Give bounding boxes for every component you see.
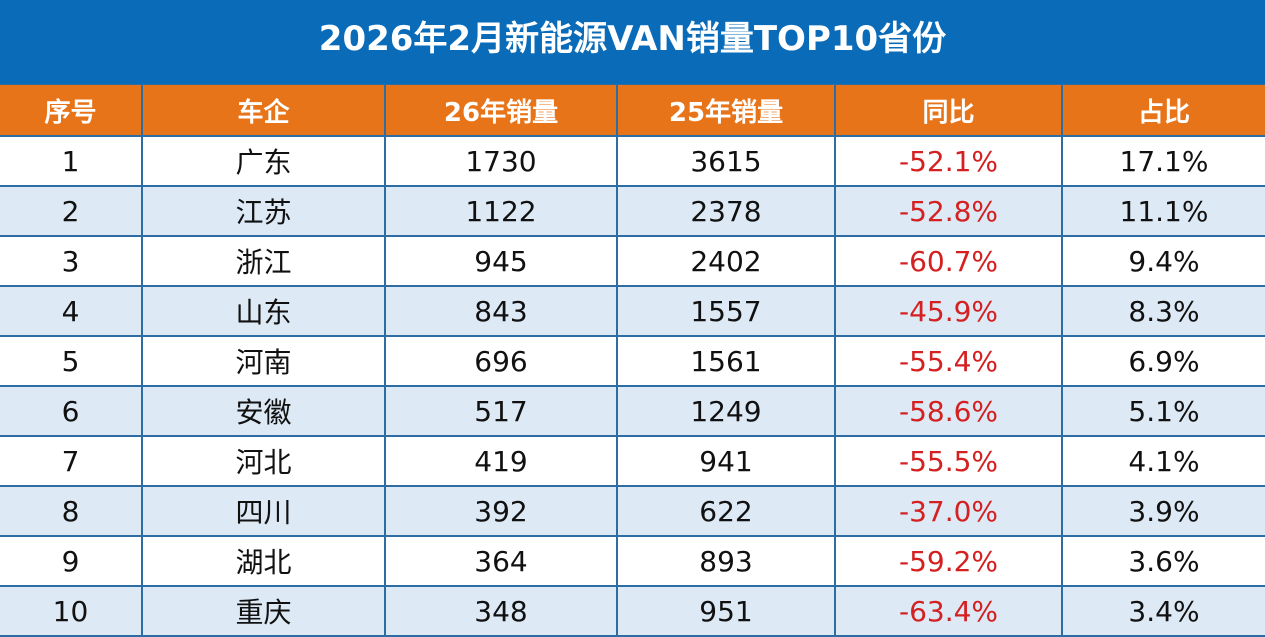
cell-sales-25: 622	[616, 485, 836, 537]
header-yoy: 同比	[834, 84, 1063, 136]
cell-province: 湖北	[141, 535, 386, 587]
cell-share: 9.4%	[1061, 235, 1265, 287]
cell-yoy: -52.8%	[834, 185, 1063, 237]
cell-sales-26: 1730	[384, 135, 618, 187]
header-sales-25: 25年销量	[616, 84, 836, 136]
cell-sales-26: 419	[384, 435, 618, 487]
cell-sales-25: 951	[616, 585, 836, 637]
cell-province: 重庆	[141, 585, 386, 637]
table-row: 4 山东 843 1557 -45.9% 8.3%	[0, 285, 1265, 337]
cell-sales-26: 945	[384, 235, 618, 287]
cell-yoy: -37.0%	[834, 485, 1063, 537]
cell-share: 6.9%	[1061, 335, 1265, 387]
cell-province: 河南	[141, 335, 386, 387]
cell-share: 5.1%	[1061, 385, 1265, 437]
cell-rank: 9	[0, 535, 143, 587]
cell-sales-26: 696	[384, 335, 618, 387]
cell-yoy: -52.1%	[834, 135, 1063, 187]
header-row: 序号 车企 26年销量 25年销量 同比 占比	[0, 84, 1265, 136]
cell-rank: 4	[0, 285, 143, 337]
table-row: 8 四川 392 622 -37.0% 3.9%	[0, 485, 1265, 537]
cell-rank: 10	[0, 585, 143, 637]
cell-sales-25: 941	[616, 435, 836, 487]
cell-sales-25: 1557	[616, 285, 836, 337]
cell-province: 广东	[141, 135, 386, 187]
cell-share: 11.1%	[1061, 185, 1265, 237]
cell-sales-26: 348	[384, 585, 618, 637]
header-share: 占比	[1061, 84, 1265, 136]
cell-share: 3.6%	[1061, 535, 1265, 587]
sales-table: 序号 车企 26年销量 25年销量 同比 占比 1 广东 1730 3615 -52.1…	[0, 84, 1265, 637]
cell-share: 17.1%	[1061, 135, 1265, 187]
header-province: 车企	[141, 84, 386, 136]
table-row: 7 河北 419 941 -55.5% 4.1%	[0, 435, 1265, 487]
cell-province: 山东	[141, 285, 386, 337]
cell-sales-26: 843	[384, 285, 618, 337]
cell-sales-25: 1249	[616, 385, 836, 437]
cell-rank: 5	[0, 335, 143, 387]
cell-province: 浙江	[141, 235, 386, 287]
table-row: 10 重庆 348 951 -63.4% 3.4%	[0, 585, 1265, 637]
cell-yoy: -60.7%	[834, 235, 1063, 287]
cell-yoy: -55.5%	[834, 435, 1063, 487]
cell-province: 四川	[141, 485, 386, 537]
page-title: 2026年2月新能源VAN销量TOP10省份	[0, 0, 1265, 84]
cell-yoy: -58.6%	[834, 385, 1063, 437]
cell-share: 4.1%	[1061, 435, 1265, 487]
cell-sales-25: 893	[616, 535, 836, 587]
cell-sales-25: 3615	[616, 135, 836, 187]
header-rank: 序号	[0, 84, 143, 136]
cell-rank: 6	[0, 385, 143, 437]
table-row: 5 河南 696 1561 -55.4% 6.9%	[0, 335, 1265, 387]
cell-sales-25: 1561	[616, 335, 836, 387]
cell-yoy: -45.9%	[834, 285, 1063, 337]
cell-sales-26: 517	[384, 385, 618, 437]
cell-rank: 3	[0, 235, 143, 287]
cell-sales-25: 2402	[616, 235, 836, 287]
cell-yoy: -55.4%	[834, 335, 1063, 387]
cell-yoy: -63.4%	[834, 585, 1063, 637]
table-row: 6 安徽 517 1249 -58.6% 5.1%	[0, 385, 1265, 437]
cell-sales-26: 364	[384, 535, 618, 587]
cell-sales-25: 2378	[616, 185, 836, 237]
cell-rank: 2	[0, 185, 143, 237]
cell-share: 3.4%	[1061, 585, 1265, 637]
cell-province: 安徽	[141, 385, 386, 437]
header-sales-26: 26年销量	[384, 84, 618, 136]
cell-share: 8.3%	[1061, 285, 1265, 337]
cell-province: 江苏	[141, 185, 386, 237]
table-row: 2 江苏 1122 2378 -52.8% 11.1%	[0, 185, 1265, 237]
cell-rank: 7	[0, 435, 143, 487]
cell-sales-26: 392	[384, 485, 618, 537]
table-row: 1 广东 1730 3615 -52.1% 17.1%	[0, 135, 1265, 187]
cell-sales-26: 1122	[384, 185, 618, 237]
cell-rank: 8	[0, 485, 143, 537]
cell-province: 河北	[141, 435, 386, 487]
cell-yoy: -59.2%	[834, 535, 1063, 587]
cell-rank: 1	[0, 135, 143, 187]
table-row: 3 浙江 945 2402 -60.7% 9.4%	[0, 235, 1265, 287]
cell-share: 3.9%	[1061, 485, 1265, 537]
table-row: 9 湖北 364 893 -59.2% 3.6%	[0, 535, 1265, 587]
